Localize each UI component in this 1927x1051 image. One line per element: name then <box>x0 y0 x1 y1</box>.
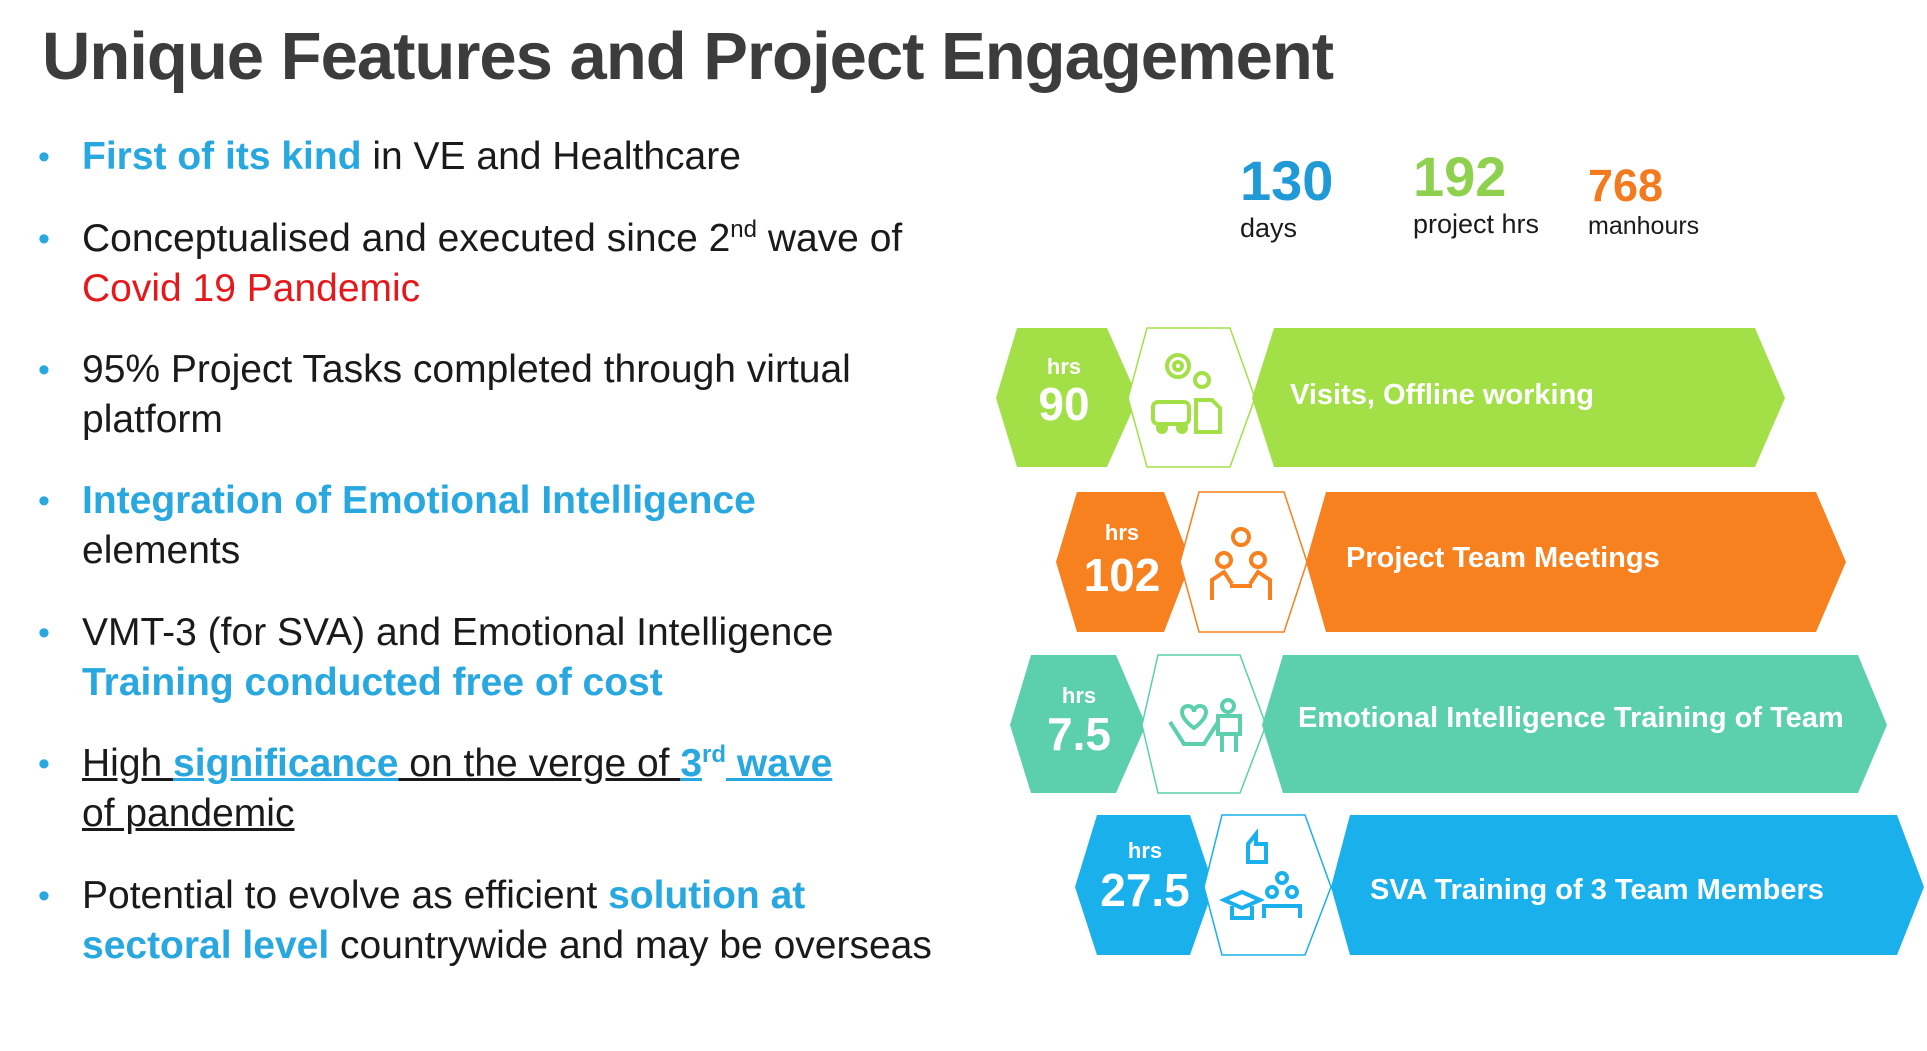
band-ei-training: hrs 7.5 Emotional Intelligence Training … <box>1010 654 1887 794</box>
bullet-training-free: VMT-3 (for SVA) and Emotional Intelligen… <box>38 608 938 708</box>
bullet-emotional-intelligence: Integration of Emotional Intelligenceele… <box>38 476 756 576</box>
team-meeting-idea-icon <box>1210 527 1272 600</box>
band-sva-training-label: SVA Training of 3 Team Members <box>1370 874 1824 906</box>
heart-hands-teacher-icon <box>1168 698 1242 752</box>
stat-project-hrs: 192 project hrs <box>1413 145 1540 239</box>
band-meetings-unit: hrs <box>1105 520 1139 545</box>
band-visits-unit: hrs <box>1047 354 1081 379</box>
band-sva-training-value: 27.5 <box>1100 864 1190 916</box>
bullet-sectoral-solution: Potential to evolve as efficient solutio… <box>38 871 938 971</box>
band-visits: hrs 90 Visits, Offline working <box>996 327 1785 468</box>
band-ei-training-label: Emotional Intelligence Training of Team <box>1298 702 1844 734</box>
band-meetings-value: 102 <box>1084 549 1161 601</box>
bullet-first-of-kind: First of its kind in VE and Healthcare <box>38 132 741 182</box>
band-visits-value: 90 <box>1038 378 1089 430</box>
band-meetings-label: Project Team Meetings <box>1346 542 1660 574</box>
band-sva-training-unit: hrs <box>1128 838 1162 863</box>
bullet-high-significance: High significance on the verge of 3rd wa… <box>38 739 832 839</box>
band-sva-training: hrs 27.5 SVA Training of 3 Team Members <box>1075 814 1924 956</box>
band-ei-training-value: 7.5 <box>1047 708 1111 760</box>
bullet-conceptualised: Conceptualised and executed since 2nd wa… <box>38 214 938 314</box>
bullet-virtual-platform: 95% Project Tasks completed through virt… <box>38 345 938 445</box>
page-title: Unique Features and Project Engagement <box>42 19 1334 94</box>
stat-days: 130 days <box>1240 149 1334 243</box>
stat-manhours: 768 manhours <box>1588 160 1700 240</box>
thumbs-up-graduate-group-icon <box>1219 828 1302 920</box>
gears-car-document-icon <box>1151 353 1222 434</box>
band-visits-label: Visits, Offline working <box>1290 379 1594 411</box>
band-ei-training-unit: hrs <box>1062 683 1096 708</box>
band-meetings: hrs 102 Project Team Meetings <box>1056 491 1846 633</box>
